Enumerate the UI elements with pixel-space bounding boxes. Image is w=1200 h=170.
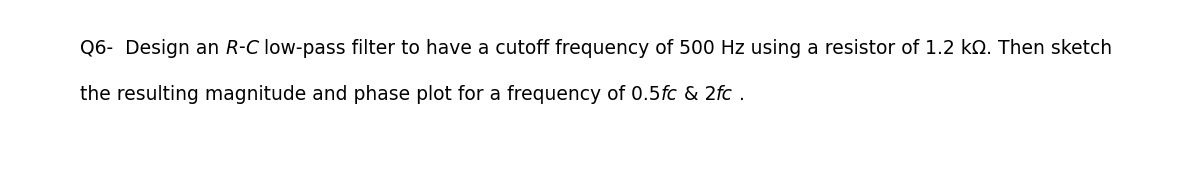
Text: low-pass filter to have a cutoff frequency of 500 Hz using a resistor of 1.2 kΩ.: low-pass filter to have a cutoff frequen…	[258, 38, 1112, 57]
Text: & 2: & 2	[678, 86, 716, 105]
Text: .: .	[733, 86, 745, 105]
Text: the resulting magnitude and phase plot for a frequency of 0.5: the resulting magnitude and phase plot f…	[80, 86, 661, 105]
Text: Q6-  Design an: Q6- Design an	[80, 38, 226, 57]
Text: fc: fc	[716, 86, 733, 105]
Text: R: R	[226, 38, 239, 57]
Text: C: C	[245, 38, 258, 57]
Text: -: -	[239, 38, 245, 57]
Text: fc: fc	[661, 86, 678, 105]
